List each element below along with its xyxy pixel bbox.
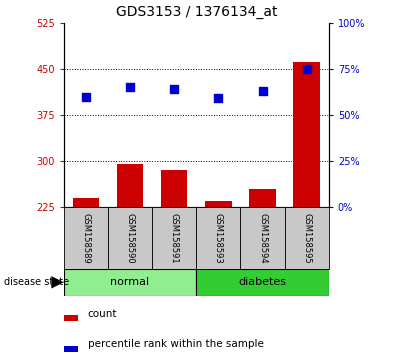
Point <box>171 86 178 92</box>
Bar <box>240 207 284 269</box>
Bar <box>293 62 320 207</box>
Bar <box>64 315 78 321</box>
Point <box>127 85 133 90</box>
Text: GSM158590: GSM158590 <box>125 213 134 263</box>
Bar <box>152 207 196 269</box>
Bar <box>64 346 78 352</box>
Bar <box>161 170 187 207</box>
Bar <box>117 164 143 207</box>
Title: GDS3153 / 1376134_at: GDS3153 / 1376134_at <box>115 5 277 19</box>
Text: GSM158593: GSM158593 <box>214 213 223 263</box>
Bar <box>205 201 232 207</box>
Text: count: count <box>88 309 117 319</box>
Point <box>83 94 89 99</box>
Text: percentile rank within the sample: percentile rank within the sample <box>88 339 263 349</box>
Bar <box>249 189 276 207</box>
Bar <box>64 207 108 269</box>
Text: diabetes: diabetes <box>238 277 286 287</box>
Text: GSM158591: GSM158591 <box>170 213 179 263</box>
Point <box>303 66 310 72</box>
Point <box>259 88 266 94</box>
Bar <box>196 269 329 296</box>
Text: GSM158594: GSM158594 <box>258 213 267 263</box>
Text: normal: normal <box>111 277 150 287</box>
Bar <box>196 207 240 269</box>
Text: GSM158595: GSM158595 <box>302 213 311 263</box>
Bar <box>108 207 152 269</box>
Text: disease state: disease state <box>4 277 69 287</box>
Bar <box>73 198 99 207</box>
Bar <box>64 269 196 296</box>
Polygon shape <box>51 276 64 289</box>
Text: GSM158589: GSM158589 <box>81 213 90 263</box>
Bar <box>284 207 329 269</box>
Point <box>215 96 222 101</box>
